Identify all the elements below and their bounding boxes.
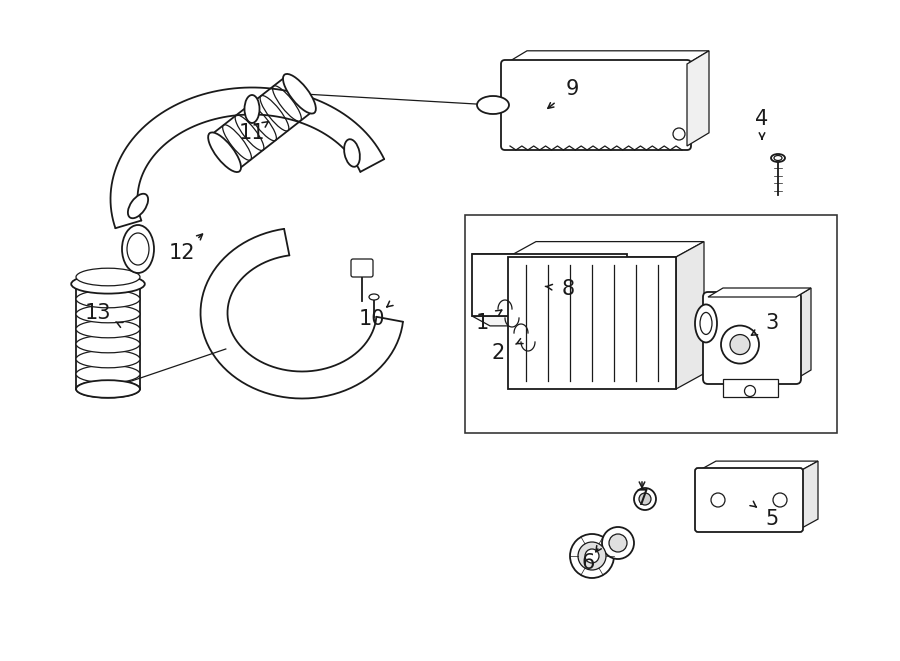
Bar: [723, 379, 778, 397]
Text: 10: 10: [359, 309, 385, 329]
Ellipse shape: [76, 268, 140, 286]
Ellipse shape: [76, 350, 140, 368]
Ellipse shape: [76, 380, 140, 398]
Polygon shape: [698, 461, 818, 471]
Polygon shape: [508, 242, 704, 257]
Text: 2: 2: [491, 343, 505, 363]
Ellipse shape: [477, 96, 509, 114]
Text: 5: 5: [765, 509, 778, 529]
Polygon shape: [505, 51, 709, 64]
Polygon shape: [800, 461, 818, 529]
Ellipse shape: [76, 335, 140, 353]
Polygon shape: [676, 242, 704, 389]
Ellipse shape: [211, 134, 239, 170]
FancyBboxPatch shape: [501, 60, 691, 150]
Ellipse shape: [76, 320, 140, 338]
Text: 12: 12: [169, 243, 195, 263]
Circle shape: [730, 334, 750, 354]
Polygon shape: [796, 288, 811, 379]
Ellipse shape: [774, 155, 782, 161]
Ellipse shape: [273, 86, 302, 121]
Polygon shape: [472, 316, 645, 326]
Ellipse shape: [76, 365, 140, 383]
Ellipse shape: [285, 76, 314, 112]
FancyBboxPatch shape: [703, 292, 801, 384]
Ellipse shape: [369, 294, 379, 300]
Ellipse shape: [122, 225, 154, 273]
Ellipse shape: [260, 95, 289, 131]
Ellipse shape: [245, 95, 259, 123]
Ellipse shape: [235, 115, 264, 151]
Text: 6: 6: [581, 553, 595, 573]
Circle shape: [639, 493, 651, 505]
Text: 11: 11: [238, 123, 266, 143]
Ellipse shape: [771, 154, 785, 162]
Ellipse shape: [71, 274, 145, 293]
FancyBboxPatch shape: [695, 468, 803, 532]
Bar: [465, 215, 837, 433]
Text: 8: 8: [562, 279, 574, 299]
Circle shape: [773, 493, 787, 507]
Text: 7: 7: [635, 489, 649, 509]
Polygon shape: [472, 254, 627, 316]
Circle shape: [673, 128, 685, 140]
Circle shape: [570, 534, 614, 578]
Ellipse shape: [127, 233, 149, 265]
Text: 4: 4: [755, 109, 769, 129]
Ellipse shape: [222, 125, 251, 160]
Circle shape: [609, 534, 627, 552]
Ellipse shape: [76, 275, 140, 293]
Polygon shape: [508, 257, 676, 389]
Ellipse shape: [248, 105, 276, 141]
Ellipse shape: [128, 194, 148, 218]
Text: 9: 9: [565, 79, 579, 99]
Circle shape: [585, 549, 599, 563]
Ellipse shape: [76, 305, 140, 323]
Ellipse shape: [76, 380, 140, 398]
Circle shape: [711, 493, 725, 507]
Ellipse shape: [700, 313, 712, 334]
Circle shape: [634, 488, 656, 510]
Text: 3: 3: [765, 313, 778, 333]
Circle shape: [578, 542, 606, 570]
Circle shape: [744, 385, 755, 397]
Polygon shape: [708, 288, 811, 297]
Polygon shape: [627, 254, 645, 326]
FancyBboxPatch shape: [351, 259, 373, 277]
Ellipse shape: [76, 290, 140, 308]
Text: 1: 1: [475, 313, 489, 333]
Ellipse shape: [695, 305, 717, 342]
Polygon shape: [687, 51, 709, 146]
Ellipse shape: [283, 74, 316, 114]
Text: 13: 13: [85, 303, 112, 323]
Ellipse shape: [344, 139, 360, 167]
Circle shape: [721, 326, 759, 364]
Polygon shape: [472, 254, 645, 264]
Ellipse shape: [208, 132, 241, 172]
Circle shape: [602, 527, 634, 559]
